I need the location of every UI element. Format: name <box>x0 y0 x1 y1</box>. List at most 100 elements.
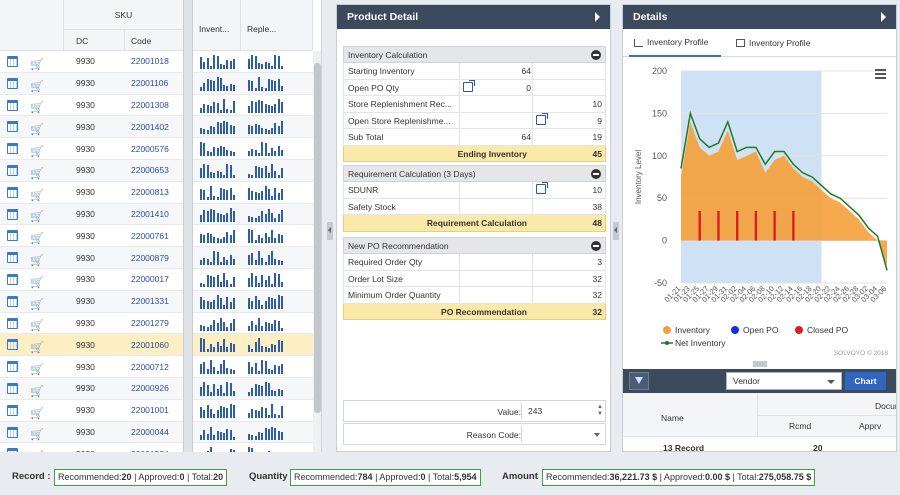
expand-arrow-icon[interactable] <box>595 12 600 22</box>
cart-icon[interactable]: 🛒 <box>30 102 44 115</box>
chart-button[interactable]: Chart <box>845 372 886 390</box>
cart-icon[interactable]: 🛒 <box>30 211 44 224</box>
cart-icon[interactable]: 🛒 <box>30 446 44 452</box>
external-link-icon[interactable] <box>463 79 475 92</box>
cart-icon[interactable]: 🛒 <box>30 58 44 71</box>
table-row[interactable]: 🛒 9930 22000761 <box>0 225 313 248</box>
cart-icon[interactable]: 🛒 <box>30 80 44 93</box>
table-row[interactable]: 🛒 9930 22001308 <box>0 95 313 117</box>
code-cell[interactable]: 22000044 <box>131 426 169 437</box>
collapse-icon[interactable] <box>591 50 601 60</box>
calendar-icon[interactable] <box>7 448 18 452</box>
code-cell[interactable]: 22000879 <box>131 252 169 263</box>
calendar-icon[interactable] <box>7 339 18 351</box>
calendar-icon[interactable] <box>7 121 18 133</box>
calendar-icon[interactable] <box>7 383 18 394</box>
table-row[interactable]: 🛒 9930 22001106 <box>0 72 313 95</box>
calendar-icon[interactable] <box>7 317 18 329</box>
cart-icon[interactable]: 🛒 <box>30 342 44 355</box>
cart-icon[interactable]: 🛒 <box>30 385 44 398</box>
tab-inventory-profile-chart[interactable]: Inventory Profile <box>629 29 721 57</box>
calendar-icon[interactable] <box>7 186 18 198</box>
calendar-icon[interactable] <box>7 99 18 111</box>
dc-column-header[interactable]: DC <box>64 30 125 51</box>
code-column-header[interactable]: Code <box>125 30 184 51</box>
collapse-icon[interactable] <box>591 241 601 251</box>
calendar-icon[interactable] <box>7 56 18 67</box>
code-cell[interactable]: 22000813 <box>131 187 169 198</box>
cart-icon[interactable]: 🛒 <box>30 167 44 180</box>
rcmd-column-header[interactable]: Rcmd <box>789 421 812 431</box>
table-row[interactable]: 🛒 9930 22001060 <box>0 334 313 357</box>
code-cell[interactable]: 22001331 <box>131 296 169 307</box>
table-row[interactable]: 🛒 9930 22000017 <box>0 269 313 291</box>
calendar-icon[interactable] <box>7 143 18 155</box>
calendar-icon[interactable] <box>7 274 18 285</box>
cart-icon[interactable]: 🛒 <box>30 407 44 420</box>
reason-code-select[interactable] <box>521 426 595 442</box>
code-cell[interactable]: 22001060 <box>131 339 169 350</box>
code-cell[interactable]: 22001334 <box>131 443 169 452</box>
name-column-header[interactable]: Name <box>661 413 684 423</box>
cart-icon[interactable]: 🛒 <box>30 276 44 289</box>
grid-column-splitter[interactable] <box>183 0 193 452</box>
tab-inventory-profile-table[interactable]: Inventory Profile <box>731 29 831 57</box>
expand-arrow-icon[interactable] <box>881 12 886 22</box>
cart-icon[interactable]: 🛒 <box>30 298 44 311</box>
dropdown-icon[interactable] <box>594 433 600 437</box>
calendar-icon[interactable] <box>7 252 18 264</box>
code-cell[interactable]: 22000653 <box>131 165 169 176</box>
requirement-calculation-header[interactable]: Requirement Calculation (3 Days) <box>343 165 606 182</box>
table-row[interactable]: 🛒 9930 22001334 <box>0 443 313 452</box>
calendar-icon[interactable] <box>7 404 18 416</box>
table-row[interactable]: 🛒 9930 22001018 <box>0 51 313 73</box>
code-cell[interactable]: 22000761 <box>131 230 169 241</box>
table-row[interactable]: 🛒 9930 22000879 <box>0 247 313 269</box>
code-cell[interactable]: 22001106 <box>131 78 169 89</box>
cart-icon[interactable]: 🛒 <box>30 233 44 246</box>
calendar-icon[interactable] <box>7 165 18 176</box>
inventory-column-header[interactable]: Invent... <box>193 0 241 51</box>
table-row[interactable]: 🛒 9930 22001410 <box>0 203 313 226</box>
code-cell[interactable]: 22001018 <box>131 56 169 67</box>
table-row[interactable]: 🛒 9930 22000712 <box>0 356 313 378</box>
middle-collapse-handle[interactable] <box>613 222 619 240</box>
cart-icon[interactable]: 🛒 <box>30 146 44 159</box>
code-cell[interactable]: 22001402 <box>131 121 169 132</box>
cart-icon[interactable]: 🛒 <box>30 124 44 137</box>
code-cell[interactable]: 22000926 <box>131 383 169 394</box>
table-row[interactable]: 🛒 9930 22001279 <box>0 313 313 335</box>
calendar-icon[interactable] <box>7 361 18 373</box>
replenishment-column-header[interactable]: Reple... <box>241 0 313 51</box>
document-column-header[interactable]: Docur <box>875 401 897 411</box>
cart-icon[interactable]: 🛒 <box>30 320 44 333</box>
grid-vertical-scrollbar[interactable] <box>313 51 321 452</box>
table-row[interactable]: 🛒 9930 22000576 <box>0 138 313 160</box>
table-row[interactable]: 🛒 9930 22000926 <box>0 378 313 400</box>
table-row[interactable]: 🛒 9930 22001001 <box>0 400 313 422</box>
code-cell[interactable]: 22001001 <box>131 405 169 416</box>
filter-icon[interactable] <box>629 372 649 390</box>
value-input[interactable]: 243 <box>521 403 595 419</box>
vendor-select[interactable]: Vendor <box>726 372 842 390</box>
spinner-icon[interactable]: ▲ ▼ <box>597 404 603 417</box>
code-cell[interactable]: 22001308 <box>131 99 169 110</box>
code-cell[interactable]: 22000712 <box>131 361 169 372</box>
table-row[interactable]: 🛒 9930 22000044 <box>0 421 313 444</box>
external-link-icon[interactable] <box>536 112 548 125</box>
left-collapse-handle[interactable] <box>327 222 333 240</box>
po-recommendation-header[interactable]: New PO Recommendation <box>343 237 606 254</box>
apprv-column-header[interactable]: Apprv <box>859 421 882 431</box>
cart-icon[interactable]: 🛒 <box>30 189 44 202</box>
inventory-calculation-header[interactable]: Inventory Calculation <box>343 46 606 63</box>
cart-icon[interactable]: 🛒 <box>30 364 44 377</box>
code-cell[interactable]: 22001279 <box>131 317 169 328</box>
code-cell[interactable]: 22000017 <box>131 274 169 285</box>
collapse-icon[interactable] <box>591 169 601 179</box>
code-cell[interactable]: 22001410 <box>131 208 169 219</box>
chart-resize-handle[interactable] <box>753 361 767 367</box>
scrollbar-thumb[interactable] <box>314 63 321 413</box>
calendar-icon[interactable] <box>7 295 18 307</box>
cart-icon[interactable]: 🛒 <box>30 255 44 268</box>
calendar-icon[interactable] <box>7 230 18 242</box>
